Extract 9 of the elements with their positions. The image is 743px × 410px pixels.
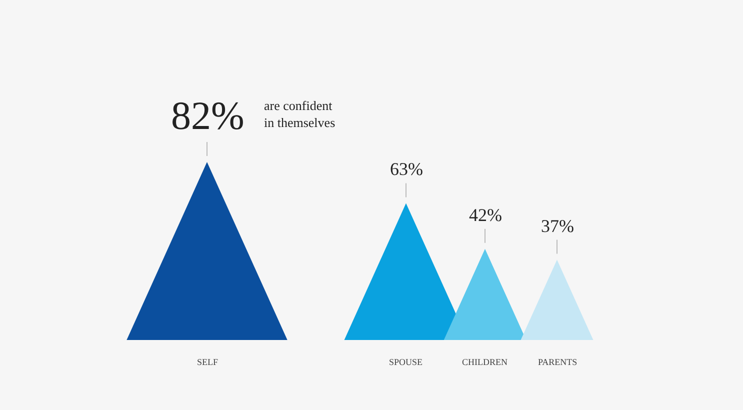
data-label: 37%: [541, 216, 574, 236]
category-label: SELF: [197, 357, 218, 367]
category-label: PARENTS: [538, 357, 578, 367]
data-label: 63%: [390, 159, 423, 179]
text: are confident in themselves: [264, 98, 336, 130]
data-label: 82%: [171, 93, 244, 138]
category-label: SPOUSE: [389, 357, 424, 367]
category-label: CHILDREN: [462, 357, 508, 367]
data-label: 42%: [469, 205, 502, 225]
